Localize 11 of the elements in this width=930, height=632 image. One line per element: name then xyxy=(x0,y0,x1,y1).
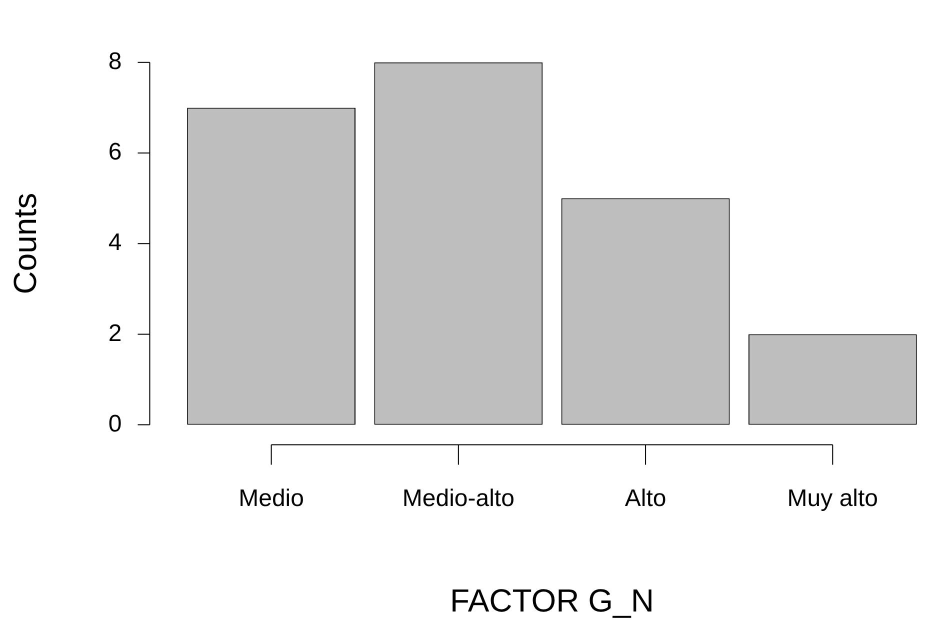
x-tick-label: Medio xyxy=(238,484,304,512)
y-tick-label: 2 xyxy=(108,320,122,347)
x-tick-label: Muy alto xyxy=(787,484,878,512)
y-tick-label: 8 xyxy=(108,48,122,76)
x-axis-title: FACTOR G_N xyxy=(450,582,654,619)
y-tick-label: 6 xyxy=(108,138,122,166)
y-tick-label: 4 xyxy=(108,229,122,256)
y-tick-label: 0 xyxy=(108,410,122,438)
x-tick-label: Medio-alto xyxy=(402,484,514,512)
x-tick-label: Alto xyxy=(624,484,666,512)
y-axis-title: Counts xyxy=(7,192,44,294)
